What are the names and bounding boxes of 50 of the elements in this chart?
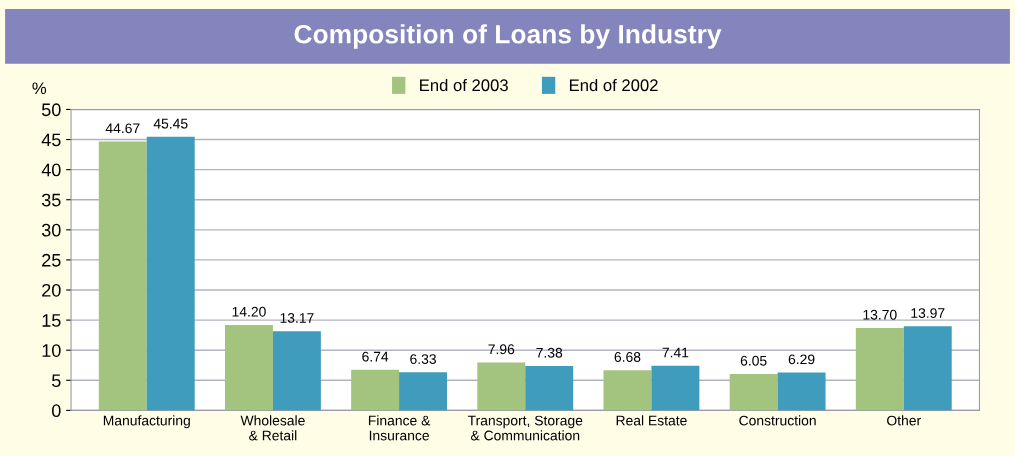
x-tick-label: Construction [739, 415, 816, 426]
bar [729, 373, 778, 411]
y-tick-label: 25 [42, 253, 61, 267]
y-tick-label: 30 [41, 223, 61, 237]
data-label: 7.96 [488, 344, 515, 355]
data-label: 45.45 [153, 118, 188, 129]
data-label: 13.97 [911, 308, 945, 319]
y-tick-label: 35 [41, 193, 61, 207]
bar [477, 362, 526, 411]
data-label: 6.74 [362, 351, 389, 362]
y-tick-label: 50 [41, 103, 61, 117]
chart-title: Composition of Loans by Industry [294, 24, 722, 49]
bar [777, 372, 826, 411]
y-tick-label: 15 [42, 314, 61, 327]
y-tick-label: 0 [51, 404, 61, 418]
data-label: 13.70 [863, 309, 897, 320]
x-tick-label: Wholesale & Retail [240, 415, 305, 441]
x-tick-label: Finance & Insurance [368, 415, 431, 441]
data-label: 6.68 [614, 352, 641, 362]
data-label: 6.05 [740, 355, 767, 366]
bar [855, 327, 904, 411]
bar [98, 141, 147, 411]
x-tick-label: Transport, Storage & Communication [467, 415, 583, 441]
bar [603, 370, 652, 411]
x-tick-label: Other [887, 415, 921, 426]
x-tick-label: Manufacturing [103, 415, 190, 429]
bar [525, 365, 574, 411]
data-label: 7.38 [536, 347, 563, 358]
data-label: 6.33 [410, 354, 436, 364]
bar [146, 136, 195, 411]
data-label: 44.67 [105, 123, 140, 134]
x-tick-label: Real Estate [616, 415, 687, 426]
bar [903, 326, 952, 411]
y-tick-label: 40 [41, 163, 61, 177]
bar [224, 324, 273, 411]
data-label: 7.41 [662, 347, 689, 358]
y-tick-label: 20 [42, 283, 61, 297]
y-tick-label: 45 [41, 133, 61, 147]
bar [351, 369, 400, 411]
bar [272, 331, 321, 411]
y-tick-label: 10 [42, 344, 61, 357]
legend-label: End of 2002 [569, 78, 658, 92]
y-tick-label: 5 [52, 374, 61, 388]
data-label: 6.29 [788, 354, 815, 365]
legend-label: End of 2003 [420, 78, 508, 92]
bar [651, 365, 700, 411]
y-axis-title: % [32, 82, 47, 95]
bar [399, 372, 448, 411]
data-label: 14.20 [232, 306, 266, 317]
data-label: 13.17 [280, 312, 314, 323]
